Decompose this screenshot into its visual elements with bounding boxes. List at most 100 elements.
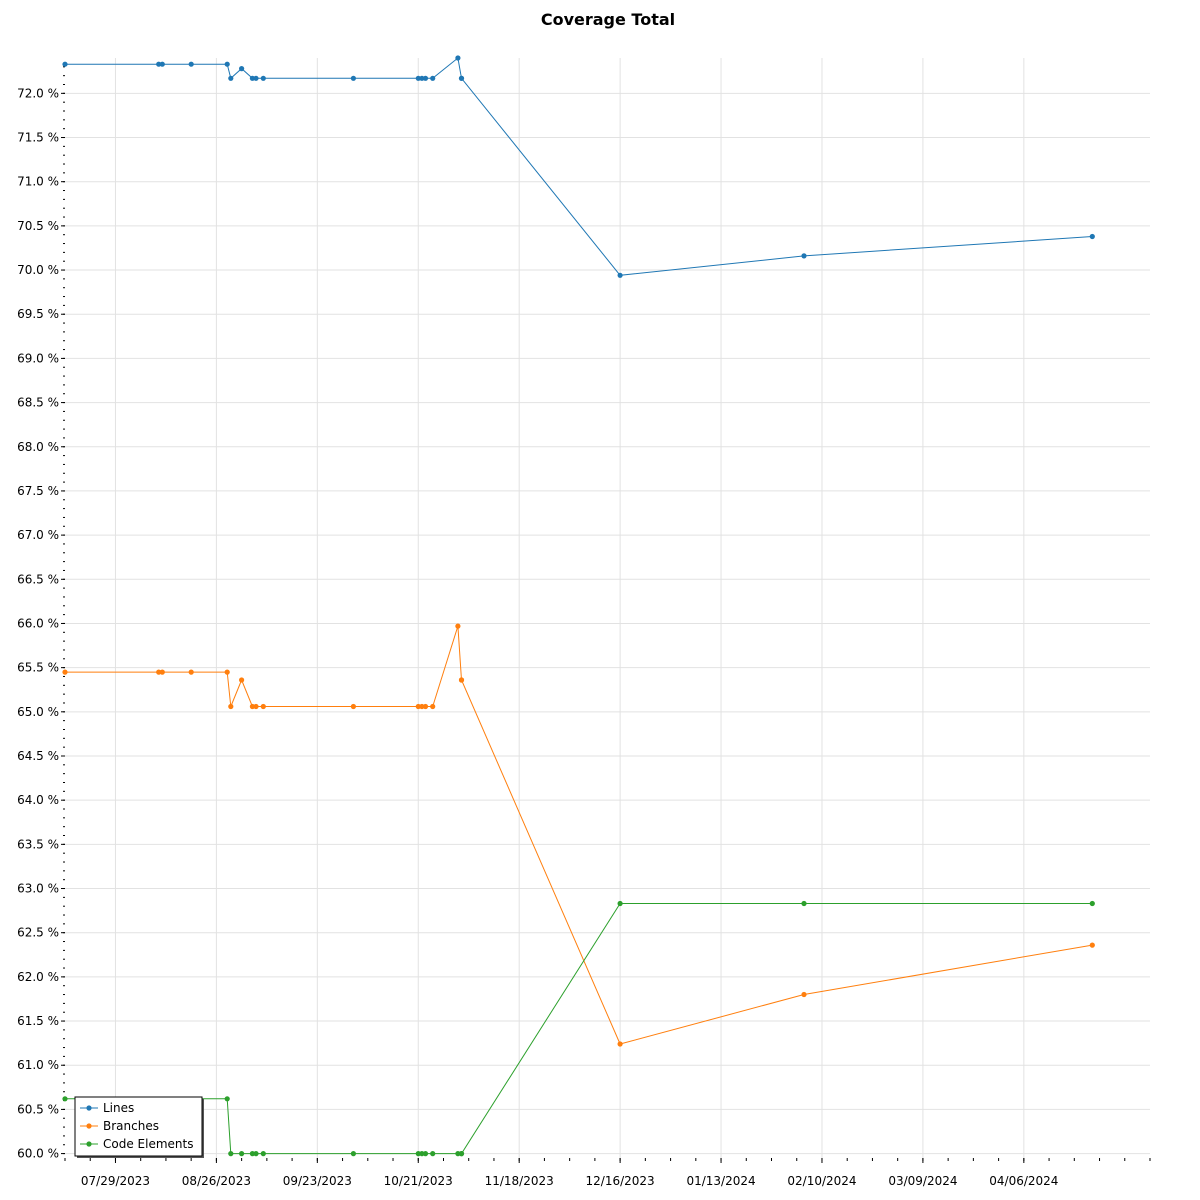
data-point (253, 703, 259, 710)
x-tick-label: 01/13/2024 (686, 1174, 755, 1188)
data-point (249, 75, 255, 81)
y-tick-label: 63.0 % (17, 882, 59, 896)
series-lines (62, 55, 1095, 278)
data-point (422, 703, 429, 710)
data-point (350, 1151, 356, 1157)
y-tick-label: 69.0 % (17, 351, 59, 365)
x-tick-label: 10/21/2023 (384, 1174, 453, 1188)
legend-label: Lines (103, 1101, 134, 1115)
y-tick-label: 64.5 % (17, 749, 59, 763)
y-tick-label: 70.0 % (17, 263, 59, 277)
data-point (801, 253, 807, 259)
data-point (458, 677, 465, 683)
x-tick-label: 03/09/2024 (888, 1174, 957, 1188)
data-point (430, 75, 436, 81)
data-point (156, 669, 162, 675)
data-point (228, 1151, 234, 1157)
y-tick-label: 63.5 % (17, 837, 59, 851)
series-line (65, 57, 1093, 276)
data-point (253, 1151, 259, 1157)
data-point (419, 1151, 425, 1157)
y-tick-label: 62.0 % (17, 970, 59, 984)
data-point (260, 703, 266, 710)
axes: 60.0 % 60.5 % 61.0 % 61.5 % 62.0 % 62.5 % 63.0… (17, 66, 1151, 1188)
data-point (1089, 900, 1095, 907)
data-point (239, 1151, 245, 1157)
y-tick-label: 60.5 % (17, 1102, 59, 1116)
y-tick-label: 71.0 % (17, 175, 59, 189)
data-point (62, 669, 68, 675)
y-tick-label: 64.0 % (17, 793, 59, 807)
data-point (62, 1096, 68, 1102)
series-branches (62, 623, 1095, 1047)
x-tick-label: 04/06/2024 (989, 1174, 1058, 1188)
y-tick-label: 67.5 % (17, 484, 59, 498)
data-point (801, 991, 807, 998)
legend: Lines Branches Code Elements (74, 1096, 204, 1158)
y-tick-label: 61.0 % (17, 1058, 59, 1072)
y-tick-label: 61.5 % (17, 1014, 59, 1028)
data-point (224, 61, 230, 67)
y-tick-label: 65.5 % (17, 661, 59, 675)
data-point (415, 703, 421, 710)
series-line (65, 903, 1093, 1155)
y-tick-label: 68.5 % (17, 396, 59, 410)
data-point (1089, 942, 1095, 948)
legend-swatch-marker (86, 1123, 92, 1129)
y-tick-label: 72.0 % (17, 86, 59, 100)
data-point (188, 61, 194, 67)
data-point (458, 75, 465, 81)
data-point (617, 900, 623, 907)
data-point (617, 272, 623, 278)
data-point (159, 669, 165, 675)
data-point (224, 1096, 230, 1102)
y-tick-label: 66.0 % (17, 616, 59, 630)
y-tick-label: 62.5 % (17, 926, 59, 940)
data-point (239, 677, 245, 683)
x-tick-label: 07/29/2023 (81, 1174, 150, 1188)
y-tick-label: 66.5 % (17, 572, 59, 586)
data-point (1089, 233, 1095, 240)
data-point (455, 623, 461, 629)
y-tick-label: 67.0 % (17, 528, 59, 542)
data-point (350, 703, 356, 710)
data-point (156, 61, 162, 67)
legend-label: Code Elements (103, 1137, 193, 1151)
x-tick-label: 08/26/2023 (182, 1174, 251, 1188)
y-tick-label: 70.5 % (17, 219, 59, 233)
data-point (253, 75, 259, 81)
y-tick-label: 60.0 % (17, 1147, 59, 1161)
series-layer (62, 55, 1095, 1157)
data-point (617, 1041, 623, 1047)
data-point (415, 1151, 421, 1157)
data-point (422, 75, 429, 81)
x-tick-label: 12/16/2023 (586, 1174, 655, 1188)
data-point (350, 75, 356, 81)
chart-title: Coverage Total (541, 10, 675, 29)
data-point (228, 703, 234, 710)
data-point (249, 703, 255, 710)
data-point (458, 1151, 465, 1157)
data-point (260, 75, 266, 81)
legend-swatch-marker (86, 1105, 92, 1111)
y-tick-label: 68.0 % (17, 440, 59, 454)
data-point (801, 900, 807, 907)
legend-swatch-marker (86, 1141, 92, 1147)
data-point (415, 75, 421, 81)
data-point (419, 75, 425, 81)
y-tick-label: 65.0 % (17, 705, 59, 719)
series-code-elements (62, 900, 1095, 1157)
data-point (455, 1151, 461, 1157)
data-point (62, 61, 68, 67)
legend-label: Branches (103, 1119, 159, 1133)
x-tick-label: 09/23/2023 (283, 1174, 352, 1188)
data-point (159, 61, 165, 67)
data-point (228, 75, 234, 81)
data-point (239, 66, 245, 72)
data-point (188, 669, 194, 675)
y-tick-label: 71.5 % (17, 131, 59, 145)
data-point (249, 1151, 255, 1157)
grid-lines (65, 58, 1150, 1158)
data-point (419, 703, 425, 710)
